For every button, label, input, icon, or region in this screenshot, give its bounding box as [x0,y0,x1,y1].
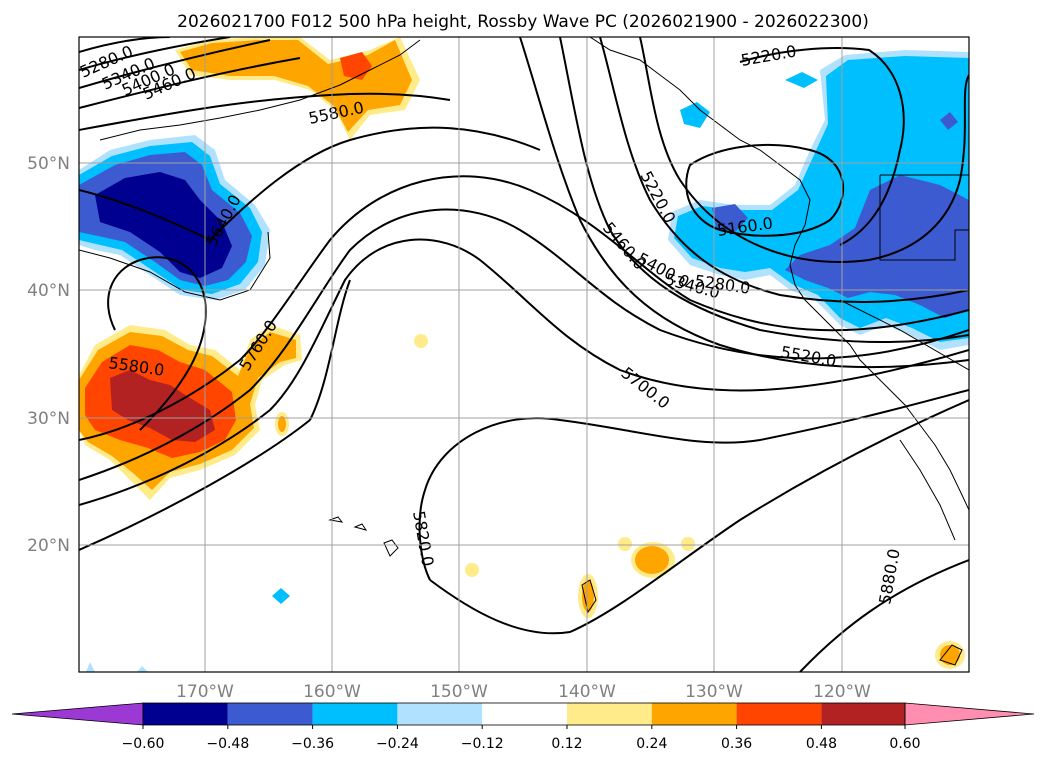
colorbar: −0.60 −0.48 −0.36 −0.24 −0.12 0.12 0.24 … [11,702,1035,752]
positive-spot-7 [465,563,479,577]
colorbar-tick-label: 0.36 [721,736,752,752]
colorbar-segment-5 [482,703,567,725]
colorbar-segment-1 [143,703,228,725]
colorbar-segment-6 [567,703,652,725]
colorbar-segment-4 [397,703,483,725]
colorbar-tick-label: −0.12 [461,736,504,752]
lon-label-170w: 170°W [176,682,234,702]
negative-anomaly-west-core [95,172,232,278]
colorbar-segment-2 [227,703,313,725]
colorbar-extend-low [11,702,144,726]
latitude-labels: 50°N 40°N 30°N 20°N [27,154,70,556]
colorbar-segment-7 [651,703,737,725]
map-title: 2026021700 F012 500 hPa height, Rossby W… [177,12,869,32]
positive-spot-3-core [582,580,594,612]
lat-label-40n: 40°N [27,281,70,301]
colorbar-tick-label: 0.24 [636,736,667,752]
negative-anomaly-east-strong [785,175,969,318]
lat-label-50n: 50°N [27,154,70,174]
lon-label-160w: 160°W [303,682,361,702]
colorbar-tick-label: 0.12 [551,736,582,752]
lon-label-130w: 130°W [685,682,743,702]
negative-spot-1 [272,588,290,604]
colorbar-tick-label: −0.48 [206,736,249,752]
lat-label-30n: 30°N [27,409,70,429]
gridlines [79,37,969,672]
colorbar-tick-labels: −0.60 −0.48 −0.36 −0.24 −0.12 0.12 0.24 … [122,736,921,752]
map-frame [78,36,970,673]
colorbar-tick-label: 0.48 [806,736,837,752]
height-contours [79,37,969,672]
colorbar-tick-label: −0.60 [122,736,165,752]
colorbar-segment-9 [821,703,907,725]
colorbar-ticks [142,725,906,729]
positive-spot-1-core [278,416,286,432]
lat-label-20n: 20°N [27,536,70,556]
positive-spot-5 [618,537,632,551]
colorbar-extend-high [904,702,1035,726]
colorbar-segment-3 [312,703,398,725]
colorbar-tick-label: −0.24 [376,736,419,752]
positive-spot-2 [414,334,428,348]
negative-spot-2 [86,662,148,672]
map-area: 5280.0 5340.0 5400.0 5460.0 5580.0 5220.… [79,37,969,672]
longitude-labels: 170°W 160°W 150°W 140°W 130°W 120°W [176,682,871,702]
negative-spot-3 [785,72,818,88]
colorbar-tick-label: 0.60 [889,736,920,752]
anomaly-fills [79,37,969,672]
negative-anomaly-east-spot-2 [940,112,958,130]
colorbar-frame [142,702,906,726]
positive-spot-6 [681,537,695,551]
positive-spot-8-core [940,645,960,665]
lon-label-150w: 150°W [430,682,488,702]
negative-spot-4 [680,102,710,128]
positive-spot-4-core [635,546,669,574]
lon-label-140w: 140°W [558,682,616,702]
colorbar-tick-label: −0.36 [291,736,334,752]
colorbar-segment-8 [736,703,822,725]
lon-label-120w: 120°W [813,682,871,702]
